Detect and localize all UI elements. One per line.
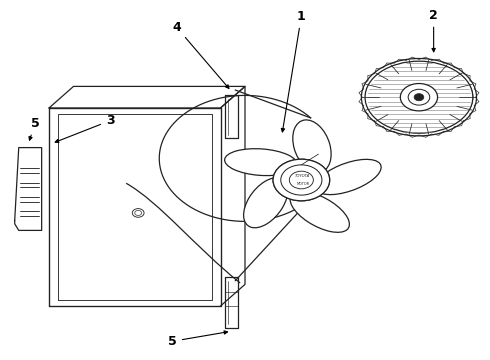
Circle shape [281, 165, 322, 195]
Text: 2: 2 [429, 9, 438, 52]
Ellipse shape [224, 149, 297, 176]
Circle shape [408, 89, 430, 105]
Ellipse shape [293, 120, 331, 172]
Text: 4: 4 [172, 21, 229, 89]
Circle shape [132, 209, 144, 217]
Text: 5: 5 [29, 117, 40, 140]
Text: TOYOTA: TOYOTA [295, 174, 311, 179]
Ellipse shape [316, 159, 381, 195]
Text: 3: 3 [55, 114, 115, 143]
Ellipse shape [365, 61, 473, 133]
Circle shape [414, 94, 424, 101]
Ellipse shape [290, 192, 349, 232]
Circle shape [135, 210, 142, 215]
Circle shape [289, 171, 314, 189]
Text: 5: 5 [168, 331, 227, 348]
Circle shape [273, 159, 330, 201]
Circle shape [273, 159, 330, 201]
Text: 1: 1 [281, 10, 306, 132]
Circle shape [282, 166, 320, 194]
Circle shape [400, 84, 438, 111]
Ellipse shape [380, 66, 473, 129]
Circle shape [291, 172, 312, 188]
Text: MOTOR: MOTOR [296, 181, 309, 186]
Ellipse shape [244, 178, 288, 228]
